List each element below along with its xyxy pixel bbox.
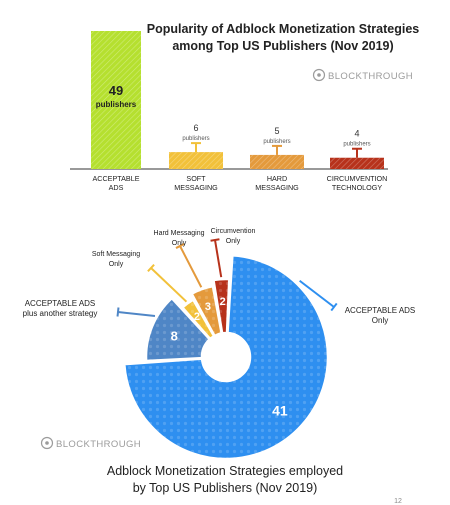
bar-unit-label: publishers <box>263 139 290 145</box>
bar-chart-title-line-1: Popularity of Adblock Monetization Strat… <box>147 22 420 36</box>
bar-texture-3 <box>250 154 304 169</box>
brand-icon <box>40 436 54 450</box>
donut-callout-line <box>299 279 335 308</box>
donut-slice-label: Only <box>226 238 241 245</box>
bar-unit-label: publishers <box>96 100 137 109</box>
donut-slice-label: Only <box>172 240 187 247</box>
brand-logo-top: BLOCKTHROUGH <box>312 68 413 82</box>
donut-slice-label: Only <box>109 261 124 268</box>
page-number: 12 <box>394 498 402 505</box>
donut-value-label: 8 <box>171 328 178 343</box>
donut-slice-texture-3 <box>182 299 215 339</box>
bar-texture-4 <box>330 157 384 169</box>
donut-value-label: 3 <box>205 301 211 313</box>
donut-slice-label: Circumvention <box>211 228 256 235</box>
donut-slice-label: Hard Messaging <box>154 230 205 237</box>
bar-category-label: ADS <box>109 183 124 192</box>
donut-callout-line <box>117 311 156 317</box>
donut-slice-texture-1 <box>124 255 328 459</box>
bar-unit-label: publishers <box>182 136 209 142</box>
donut-value-label: 2 <box>220 296 226 308</box>
donut-slice-label: ACCEPTABLE ADS <box>345 306 416 315</box>
donut-callout-cap <box>330 302 338 312</box>
donut-title-line-1: Adblock Monetization Strategies employed <box>107 464 343 478</box>
donut-value-label: 41 <box>272 402 288 418</box>
brand-icon <box>312 68 326 82</box>
bar-category-label: ACCEPTABLE <box>93 174 140 183</box>
donut-slice-label: Only <box>372 316 388 325</box>
donut-callout-cap <box>175 243 185 249</box>
bar-category-label: CIRCUMVENTION <box>327 174 388 183</box>
donut-callout-cap <box>116 307 120 317</box>
donut-slice-label: plus another strategy <box>23 309 98 318</box>
bar-value-label: 5 <box>274 126 279 136</box>
donut-callout-line <box>214 239 223 278</box>
donut-callout-line <box>150 267 188 303</box>
bar-chart: Popularity of Adblock Monetization Strat… <box>70 22 419 192</box>
bar-category-label: MESSAGING <box>174 183 218 192</box>
bar-category-label: SOFT <box>186 174 206 183</box>
donut-slice-texture-5 <box>213 279 230 334</box>
bar-value-label: 6 <box>193 123 198 133</box>
brand-logo-bottom: BLOCKTHROUGH <box>40 436 141 450</box>
bar-value-label: 4 <box>354 129 359 139</box>
bar-value-label: 49 <box>109 83 123 98</box>
bar-category-label: HARD <box>267 174 287 183</box>
bar-category-label: TECHNOLOGY <box>332 183 383 192</box>
bar-texture-1 <box>91 31 141 169</box>
bar-texture-2 <box>169 152 223 169</box>
bar-chart-title-line-2: among Top US Publishers (Nov 2019) <box>172 39 393 53</box>
donut-callout-cap <box>210 238 220 242</box>
bar-unit-label: publishers <box>343 142 370 148</box>
brand-text: BLOCKTHROUGH <box>56 439 141 450</box>
donut-callout-cap <box>147 264 155 272</box>
donut-slice-texture-2 <box>146 298 210 361</box>
donut-slice-label: ACCEPTABLE ADS <box>25 299 96 308</box>
donut-title-line-2: by Top US Publishers (Nov 2019) <box>133 481 318 495</box>
donut-slice-texture-4 <box>191 286 222 336</box>
donut-slice-label: Soft Messaging <box>92 251 140 258</box>
brand-text: BLOCKTHROUGH <box>328 71 413 82</box>
bar-category-label: MESSAGING <box>255 183 299 192</box>
donut-value-label: 2 <box>194 311 200 323</box>
donut-callout-line <box>179 245 203 288</box>
